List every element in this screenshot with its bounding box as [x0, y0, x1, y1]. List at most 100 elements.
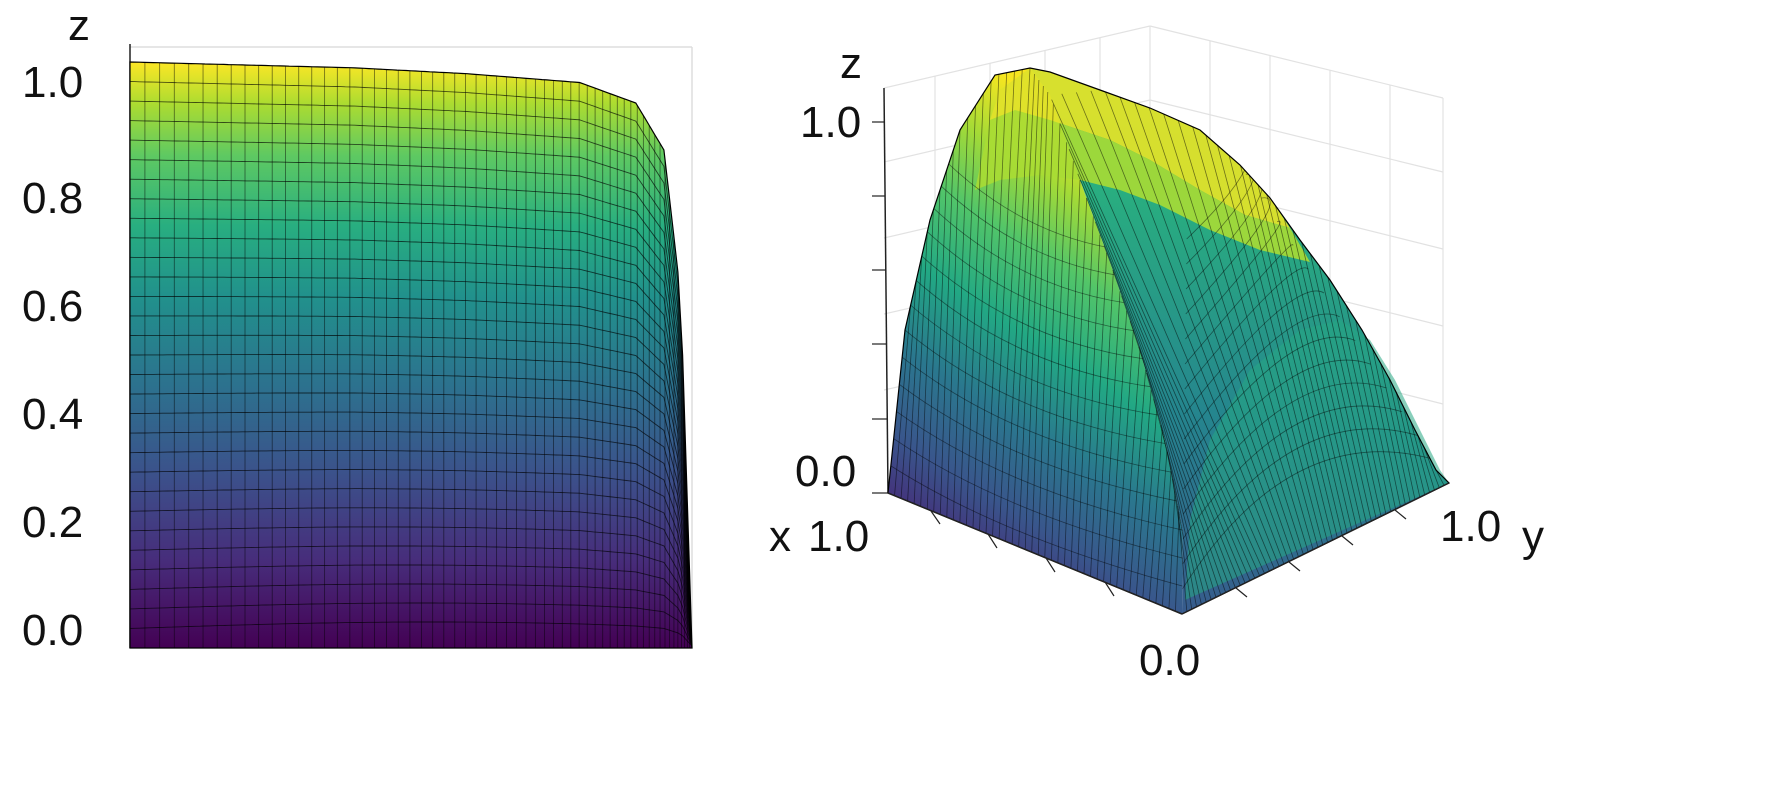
right-mesh-line: [1134, 102, 1295, 560]
right-mesh-line: [1309, 253, 1372, 522]
right-mesh-line: [1283, 217, 1358, 529]
right-mesh-arc: [1185, 197, 1271, 315]
right-mesh-line: [1142, 409, 1158, 598]
right-mesh-line: [1148, 429, 1163, 601]
right-mesh-line: [1364, 334, 1401, 507]
right-mesh-line: [1031, 91, 1049, 553]
left-mesh-hline: [130, 621, 692, 647]
left-mesh-hline: [130, 139, 692, 648]
right-mesh-line: [1083, 234, 1101, 574]
right-mesh-line: [1172, 478, 1193, 610]
right-mesh-line: [1403, 407, 1426, 496]
right-mesh-line: [1423, 446, 1440, 488]
right-mesh-line: [959, 105, 976, 523]
left-mesh-hline: [130, 469, 692, 647]
right-mesh-line: [972, 81, 992, 528]
right-mesh-line: [1075, 92, 1275, 569]
left-z-ticks: 0.0 0.2 0.4 0.6 0.8 1.0: [22, 58, 83, 655]
right-mesh-line: [1070, 198, 1088, 569]
right-mesh-line: [1129, 321, 1222, 596]
left-z-tick-label: 0.4: [22, 390, 83, 439]
right-mesh-line: [1061, 93, 1270, 572]
left-mesh-hline: [130, 334, 692, 648]
right-mesh-line: [1266, 194, 1348, 534]
right-mesh-line: [1336, 290, 1387, 515]
right-mesh-line: [1051, 99, 1265, 574]
right-mesh-line: [1327, 277, 1382, 517]
right-mesh-line: [1175, 512, 1180, 612]
right-x-tick-1: 1.0: [808, 512, 869, 561]
left-surface: [129, 61, 693, 649]
right-mesh-line: [1129, 369, 1146, 593]
right-x-axis-label: x: [769, 512, 791, 561]
right-mesh-arc: [896, 411, 1183, 531]
left-surface-outline: [129, 61, 693, 649]
right-mesh-line: [1138, 346, 1217, 598]
right-mesh-arc: [893, 438, 1183, 559]
right-mesh-arc: [1183, 359, 1372, 490]
right-surface: [887, 67, 1451, 615]
right-surface-ridge: [990, 68, 1290, 228]
right-y-axis: [1181, 482, 1450, 615]
left-mesh-hline: [130, 488, 692, 647]
right-mesh-line: [894, 305, 911, 496]
right-mesh-line: [1024, 85, 1044, 550]
right-mesh-arc: [1182, 405, 1403, 540]
right-mesh-line: [1077, 173, 1251, 581]
right-mesh-line: [1228, 155, 1329, 543]
right-mesh-arc: [1183, 313, 1340, 440]
right-mesh-line: [1145, 372, 1212, 600]
right-mesh-line: [1380, 363, 1411, 503]
right-mesh-line: [1077, 216, 1094, 571]
left-z-tick-label: 0.6: [22, 282, 83, 331]
right-mesh-arc: [1184, 244, 1294, 365]
left-mesh-hline: [130, 315, 692, 648]
right-mesh-line: [1103, 291, 1121, 582]
left-mesh-hline: [130, 295, 692, 648]
left-mesh-hline: [130, 256, 692, 648]
right-mesh-line: [1162, 470, 1172, 606]
right-mesh-line: [1011, 73, 1035, 545]
right-mesh-line: [1177, 120, 1309, 553]
right-mesh-line: [1119, 97, 1290, 562]
right-mesh-arc: [907, 302, 1183, 420]
right-mesh-line: [1153, 398, 1207, 603]
right-mesh-arc: [1184, 290, 1325, 415]
right-mesh-line: [1163, 113, 1304, 555]
right-mesh-line: [913, 232, 928, 504]
right-y-tick-0: 0.0: [1139, 636, 1200, 685]
right-mesh-line: [1109, 310, 1128, 585]
left-surface-fill: [130, 62, 692, 648]
right-mesh-line: [907, 256, 923, 502]
right-mesh-line: [1103, 245, 1236, 588]
right-mesh-line: [1205, 134, 1319, 548]
left-mesh-hline: [130, 100, 692, 648]
right-z-axis-label: z: [840, 39, 862, 88]
right-mesh-line: [1057, 161, 1074, 563]
right-y-axis-label: y: [1522, 512, 1544, 561]
right-mesh-line: [1168, 491, 1176, 609]
left-surface-panel: 0.0 0.2 0.4 0.6 0.8 1.0 z: [22, 1, 693, 655]
right-mesh-line: [998, 69, 1023, 539]
left-z-tick-label: 1.0: [22, 58, 83, 107]
right-mesh-arc: [1182, 382, 1387, 515]
right-z-axis: [883, 87, 889, 494]
right-mesh-line: [1192, 126, 1314, 550]
right-mesh-line: [1148, 107, 1299, 557]
left-mesh-hline: [130, 507, 692, 647]
right-mesh-arc: [910, 275, 1183, 392]
left-z-tick-label: 0.2: [22, 498, 83, 547]
left-mesh-hline: [130, 430, 692, 647]
left-mesh-hline: [130, 545, 692, 647]
left-mesh-hline: [130, 81, 692, 648]
left-z-tick-label: 0.0: [22, 606, 83, 655]
left-mesh-hline: [130, 564, 692, 647]
right-mesh-line: [1059, 124, 1261, 577]
right-mesh-line: [1135, 389, 1152, 596]
right-mesh-line: [1160, 425, 1202, 605]
right-mesh-line: [1240, 165, 1333, 541]
left-mesh-hline: [130, 373, 692, 647]
right-mesh-line: [939, 149, 954, 515]
right-z-tick-0: 0.0: [795, 447, 856, 496]
left-mesh-hline: [130, 449, 692, 647]
